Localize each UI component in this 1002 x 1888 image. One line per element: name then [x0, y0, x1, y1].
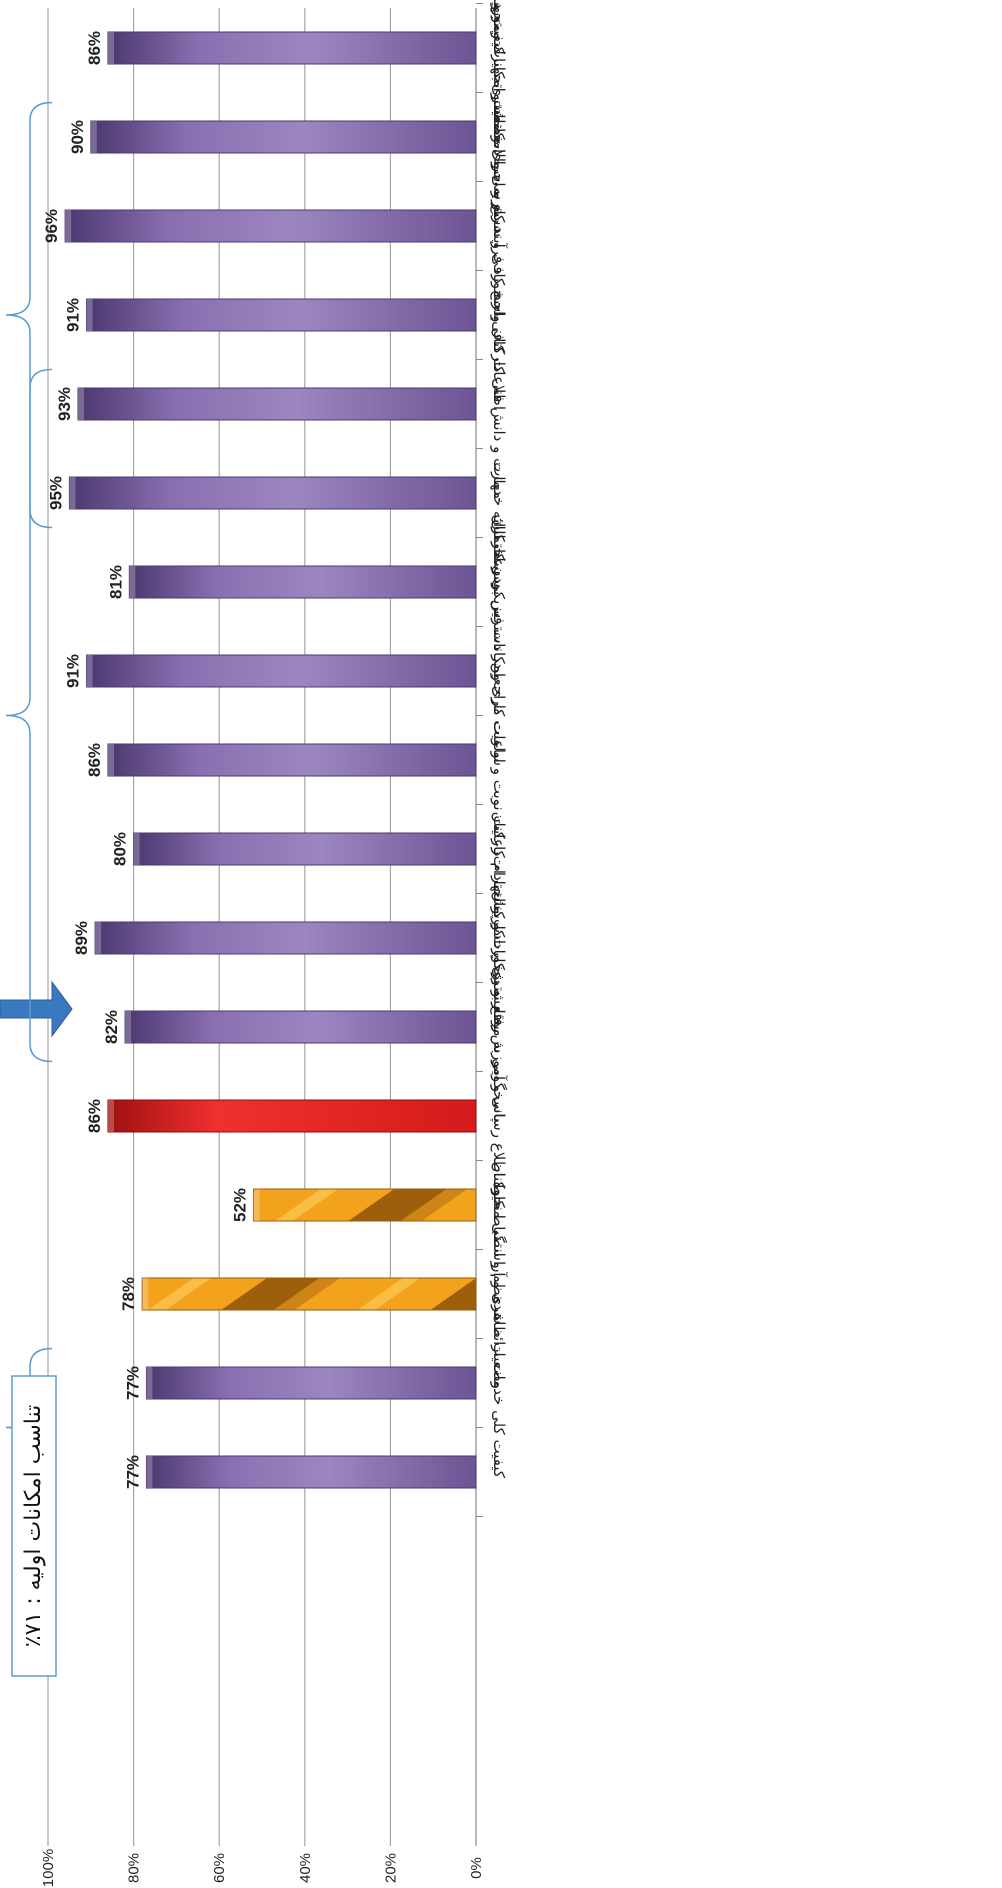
bar — [124, 1010, 477, 1044]
labels: 0% 20% 40% 60% 80% 100% 86% کیفیت و تنوع در انج… — [40, 0, 508, 1887]
data-label: 86% — [85, 743, 104, 777]
x-tick-label: 100% — [40, 1849, 57, 1887]
category-label: اطلاعات کافی در مورد فرآیند کار و اجرای … — [490, 100, 508, 410]
bar-bevel — [107, 1100, 114, 1132]
category-label: سرعت ارائه خدمات — [490, 462, 508, 588]
data-label: 95% — [46, 476, 65, 510]
x-tick-label: 80% — [126, 1853, 143, 1883]
category-label: نحوه اطلاع رسانی و آموزش به مشتری — [490, 967, 508, 1211]
category-label: کیفیت کلی خدمات ارائه شده — [490, 1296, 508, 1479]
axes — [475, 3, 483, 1846]
bar-bevel — [253, 1189, 260, 1221]
data-label: 89% — [72, 921, 91, 955]
bar-bevel — [133, 833, 140, 865]
bar — [107, 31, 477, 65]
group-bracket — [5, 368, 53, 1063]
category-label: دسترسی به امکانات و تجهیزات مورد نیاز — [490, 0, 508, 232]
bar-bevel — [86, 299, 93, 331]
data-label: 96% — [42, 209, 61, 243]
bar — [145, 1455, 477, 1489]
bar-bevel — [129, 566, 136, 598]
category-label: پاسخگویی به موقع به شکایات و پیشنهادات — [489, 856, 508, 1122]
category-label: ساعات کاری و در دسترس بودن کارکنان — [490, 515, 508, 766]
bar-bevel — [69, 477, 76, 509]
data-label: 77% — [123, 1455, 142, 1489]
bar — [68, 476, 477, 510]
data-label: 93% — [55, 387, 74, 421]
data-label: 86% — [85, 31, 104, 65]
data-label: 90% — [68, 120, 87, 154]
bar — [94, 921, 477, 955]
bar — [77, 387, 477, 421]
data-label: 80% — [111, 832, 130, 866]
data-label: 52% — [230, 1188, 249, 1222]
data-label: 91% — [64, 654, 83, 688]
annotation-text: تناسب امکانات اولیه : ۷۱٪ — [21, 1405, 46, 1648]
category-label: مهارت و دانش فنی کارکنان واحد — [490, 294, 508, 499]
bar — [107, 743, 477, 777]
x-tick-label: 40% — [297, 1853, 314, 1883]
bar-bevel — [125, 1011, 132, 1043]
x-tick-label: 0% — [468, 1857, 485, 1879]
bar-bevel — [146, 1367, 153, 1399]
bar — [86, 298, 477, 332]
bar-bevel — [142, 1278, 149, 1310]
annotation-box: تناسب امکانات اولیه : ۷۱٪ — [11, 1375, 57, 1677]
category-label: کیفیت و تنوع در انجام خدمات مورد نیاز — [490, 0, 508, 55]
bar-bevel — [95, 922, 102, 954]
bar — [128, 565, 477, 599]
category-label: وضعیت امکانات و تجهیزات متناسب با نیاز م… — [490, 0, 508, 143]
bars — [64, 31, 477, 1489]
category-label: رفتار و برخورد کارکنان — [490, 891, 508, 1033]
bar — [141, 1277, 477, 1311]
category-label: رعایت نوبت و اولویت مراجعین — [490, 663, 508, 855]
bar-bevel — [86, 655, 93, 687]
x-tick-label: 20% — [382, 1853, 399, 1883]
bar-bevel — [107, 744, 114, 776]
data-label: 78% — [119, 1277, 138, 1311]
bar — [252, 1188, 477, 1222]
data-label: 81% — [106, 565, 125, 599]
group-bracket — [5, 101, 53, 529]
data-label: 82% — [102, 1010, 121, 1044]
bar-bevel — [146, 1456, 153, 1488]
category-label: نظم و انضباط کارکنان — [490, 1161, 508, 1300]
bar — [86, 654, 477, 688]
data-label: 86% — [85, 1099, 104, 1133]
category-label: امکانات فیزیکی ساختمان — [490, 519, 508, 677]
bar-bevel — [90, 121, 97, 153]
x-tick-label: 60% — [211, 1853, 228, 1883]
data-label: 77% — [123, 1366, 142, 1400]
annotations — [0, 101, 73, 1508]
bar-bevel — [77, 388, 84, 420]
bar — [133, 832, 477, 866]
category-label: پاسخ کافی و سریع به سوالات مشتری — [489, 84, 508, 321]
bar — [90, 120, 477, 154]
bar — [145, 1366, 477, 1400]
category-label: وضعیت ظاهری و آراستگی محیط — [490, 1182, 508, 1389]
bar — [64, 209, 477, 243]
bar — [107, 1099, 477, 1133]
bar-bevel — [65, 210, 72, 242]
category-label: ادب و احترام کارکنان — [490, 812, 508, 944]
data-label: 91% — [64, 298, 83, 332]
bar-bevel — [107, 32, 114, 64]
highlight-arrow-icon — [0, 980, 73, 1038]
